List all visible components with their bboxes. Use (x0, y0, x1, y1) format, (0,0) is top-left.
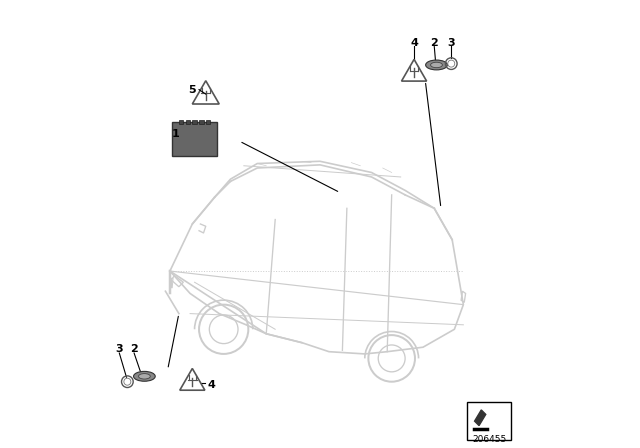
FancyBboxPatch shape (199, 120, 204, 125)
FancyBboxPatch shape (172, 122, 217, 156)
Text: 5: 5 (189, 85, 196, 95)
FancyBboxPatch shape (192, 120, 197, 125)
Text: 2: 2 (430, 38, 438, 47)
Text: 4: 4 (207, 380, 215, 390)
Polygon shape (192, 81, 220, 104)
Polygon shape (401, 60, 427, 81)
Text: 206455: 206455 (472, 435, 506, 444)
Text: 3: 3 (447, 38, 455, 47)
FancyBboxPatch shape (186, 120, 190, 125)
Polygon shape (475, 410, 486, 426)
FancyBboxPatch shape (467, 402, 511, 440)
Text: 4: 4 (410, 38, 418, 47)
Text: 3: 3 (115, 345, 123, 354)
Text: 1: 1 (172, 129, 180, 139)
Ellipse shape (134, 371, 156, 381)
Ellipse shape (138, 374, 150, 379)
Polygon shape (180, 369, 205, 390)
FancyBboxPatch shape (179, 120, 184, 125)
Ellipse shape (426, 60, 447, 70)
Ellipse shape (431, 62, 442, 68)
FancyBboxPatch shape (206, 120, 210, 125)
Text: 2: 2 (130, 345, 138, 354)
